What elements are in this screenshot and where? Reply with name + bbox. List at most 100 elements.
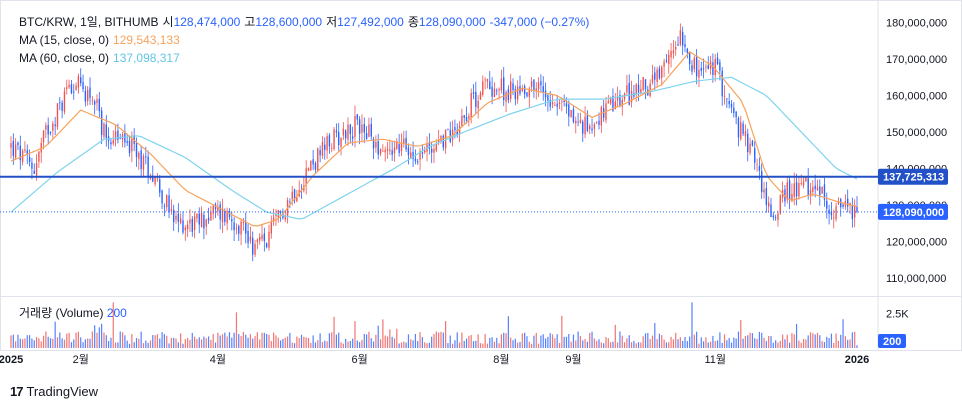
volume-bar: [686, 341, 688, 348]
volume-bar: [405, 342, 407, 348]
volume-value: 200: [106, 306, 127, 320]
volume-bar: [319, 333, 321, 348]
volume-bar: [707, 342, 709, 348]
candle-body: [166, 195, 168, 208]
candle-body: [361, 124, 363, 133]
volume-bar: [184, 339, 186, 348]
candle-body: [451, 129, 454, 140]
volume-bar: [38, 338, 40, 348]
candle-body: [210, 212, 212, 221]
candle-body: [698, 69, 700, 78]
volume-bar: [66, 333, 68, 348]
volume-bar: [426, 343, 428, 348]
candle-body: [661, 66, 663, 78]
candle-body: [763, 189, 765, 193]
candle-body: [200, 212, 203, 228]
volume-bar: [751, 333, 754, 348]
volume-bar: [445, 321, 447, 348]
candle-body: [565, 103, 568, 107]
volume-bar: [15, 341, 17, 348]
volume-bar: [112, 302, 114, 348]
volume-bar: [98, 327, 100, 348]
volume-bar: [775, 340, 777, 348]
volume-bar: [728, 337, 730, 348]
volume-legend[interactable]: 거래량 (Volume) 200: [19, 304, 127, 321]
volume-bar: [417, 341, 419, 348]
candle-body: [816, 187, 819, 191]
candle-body: [579, 119, 582, 123]
volume-bar: [419, 332, 421, 348]
volume-bar: [224, 332, 226, 348]
ma60-legend[interactable]: MA (60, close, 0) 137,098,317: [19, 50, 184, 66]
candle-body: [326, 136, 328, 151]
candle-body: [512, 83, 514, 91]
volume-bar: [603, 343, 605, 348]
candle-body: [726, 98, 728, 100]
change-value: -347,000 (−0.27%): [489, 15, 590, 29]
candle-body: [47, 124, 49, 135]
volume-bar: [389, 329, 391, 348]
volume-bar: [80, 337, 82, 348]
price-tick-label: 150,000,000: [886, 127, 947, 139]
volume-bar: [684, 336, 686, 348]
candle-body: [272, 217, 275, 222]
volume-bar: [554, 338, 556, 348]
volume-bar: [607, 338, 609, 348]
volume-bar: [261, 332, 263, 348]
volume-bar: [779, 340, 781, 348]
candle-body: [247, 230, 249, 244]
volume-bar: [663, 339, 665, 348]
low-value: 127,492,000: [337, 15, 404, 29]
volume-bar: [284, 337, 286, 348]
volume-bar: [228, 332, 231, 348]
volume-bar: [733, 337, 735, 348]
volume-bar: [716, 340, 719, 348]
volume-bar: [640, 342, 642, 348]
volume-bar: [138, 338, 140, 348]
volume-bar: [619, 331, 621, 348]
volume-bar: [56, 337, 59, 348]
volume-bar: [772, 342, 774, 348]
candle-body: [161, 190, 163, 204]
volume-bar: [477, 334, 479, 348]
candle-body: [496, 90, 498, 92]
volume-bar: [540, 335, 542, 348]
volume-bar: [591, 331, 593, 348]
candle-body: [589, 125, 591, 130]
candle-body: [554, 104, 556, 106]
candle-body: [475, 91, 477, 107]
candle-body: [254, 243, 256, 255]
price-axis: 110,000,000120,000,000130,000,000140,000…: [878, 18, 948, 285]
volume-bar: [163, 334, 165, 348]
ma15-legend[interactable]: MA (15, close, 0) 129,543,133: [19, 32, 184, 48]
volume-bar: [135, 338, 138, 348]
horizontal-line-tag: [878, 168, 948, 185]
tradingview-logo[interactable]: 17 TradingView: [10, 382, 98, 400]
candle-body: [737, 118, 740, 138]
candle-body: [479, 92, 482, 100]
volume-bar: [196, 339, 198, 348]
volume-bar: [291, 342, 293, 348]
volume-bar: [723, 334, 726, 348]
volume-bar: [709, 341, 712, 348]
candle-body: [19, 145, 21, 161]
candle-body: [493, 88, 496, 98]
candle-body: [856, 206, 858, 212]
candle-body: [461, 115, 463, 127]
candle-body: [324, 144, 326, 150]
volume-bar: [270, 341, 272, 348]
volume-bar: [189, 339, 191, 348]
candle-body: [252, 237, 254, 255]
volume-bar: [326, 341, 328, 348]
symbol-label: BTC/KRW, 1일, BITHUMB: [19, 15, 159, 29]
candle-body: [93, 101, 96, 105]
volume-bar: [149, 340, 152, 348]
volume-bar: [644, 333, 647, 348]
candle-body: [507, 89, 510, 101]
candle-body: [117, 130, 119, 140]
volume-bar: [475, 340, 477, 348]
volume-bar: [338, 332, 340, 348]
volume-bar: [242, 331, 245, 348]
volume-bar: [110, 337, 112, 348]
